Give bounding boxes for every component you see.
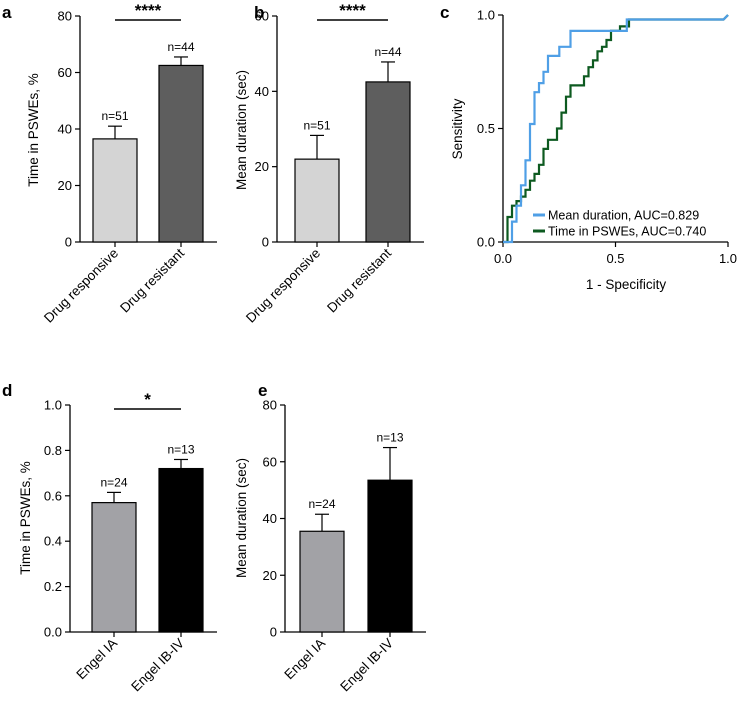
panel-letter-c: c bbox=[440, 3, 449, 22]
panel-e-n-label: n=13 bbox=[376, 431, 403, 445]
panel-b: b Mean duration (sec) 0 20 40 60 n=51 Drug re… bbox=[234, 1, 424, 326]
panel-a-significance: **** bbox=[135, 1, 162, 20]
panel-b-ytick-label: 40 bbox=[255, 84, 269, 99]
panel-c-ylabel: Sensitivity bbox=[450, 98, 465, 159]
panel-a: a Time in PSWEs, % 0 20 40 60 80 n=51 Drug res… bbox=[2, 1, 217, 326]
panel-b-n-label: n=44 bbox=[374, 45, 401, 59]
panel-d-ytick-label: 0.2 bbox=[44, 579, 62, 594]
panel-b-category-label: Drug responsive bbox=[243, 246, 323, 326]
panel-e-ytick-label: 60 bbox=[263, 454, 277, 469]
panel-b-significance: **** bbox=[339, 1, 366, 20]
roc-curve-mean-duration bbox=[503, 14, 729, 244]
panel-a-bar bbox=[158, 64, 204, 243]
panel-a-category-label: Drug resistant bbox=[117, 245, 187, 315]
panel-d-n-label: n=13 bbox=[167, 442, 194, 456]
panel-a-ytick-label: 60 bbox=[58, 65, 72, 80]
panel-letter-d: d bbox=[2, 381, 12, 400]
panel-d-bar bbox=[158, 467, 204, 633]
panel-c-xtick-label: 0.0 bbox=[494, 251, 512, 266]
panel-e-category-label: Engel IA bbox=[281, 636, 328, 683]
panel-a-category-label: Drug responsive bbox=[41, 246, 121, 326]
panel-e-category-label: Engel IB-IV bbox=[337, 636, 396, 695]
panel-a-ylabel: Time in PSWEs, % bbox=[26, 73, 41, 187]
panel-letter-b: b bbox=[254, 3, 264, 22]
panel-d-ytick-label: 0.0 bbox=[44, 625, 62, 640]
panel-c-ytick-label: 0.0 bbox=[477, 235, 495, 250]
panel-b-ytick-label: 60 bbox=[255, 9, 269, 24]
panel-b-ylabel: Mean duration (sec) bbox=[234, 70, 249, 190]
panel-c-ytick-label: 0.5 bbox=[477, 121, 495, 136]
panel-d-ytick-label: 0.4 bbox=[44, 534, 62, 549]
panel-d-n-label: n=24 bbox=[100, 475, 127, 489]
panel-e-ytick-label: 20 bbox=[263, 568, 277, 583]
legend-label: Time in PSWEs, AUC=0.740 bbox=[548, 225, 706, 239]
panel-c-xtick-label: 1.0 bbox=[719, 251, 737, 266]
panel-c: c Sensitivity 1 - Specificity 0.0 0.5 1.0 0… bbox=[440, 3, 737, 292]
panel-b-ytick-label: 0 bbox=[262, 235, 269, 250]
panel-d-ytick-label: 1.0 bbox=[44, 398, 62, 413]
panel-a-ytick-label: 40 bbox=[58, 122, 72, 137]
panel-d-category-label: Engel IA bbox=[73, 636, 120, 683]
panel-b-n-label: n=51 bbox=[303, 118, 330, 132]
panel-c-xlabel: 1 - Specificity bbox=[586, 277, 667, 292]
panel-d-ylabel: Time in PSWEs, % bbox=[18, 461, 33, 575]
panel-letter-e: e bbox=[258, 381, 267, 400]
panel-b-bar bbox=[294, 158, 340, 243]
panel-e-bar bbox=[367, 479, 413, 633]
panel-c-ytick-label: 1.0 bbox=[477, 8, 495, 23]
panel-d-ytick-label: 0.8 bbox=[44, 443, 62, 458]
panel-a-bar bbox=[92, 138, 138, 243]
panel-b-category-label: Drug resistant bbox=[324, 245, 394, 315]
panel-letter-a: a bbox=[2, 3, 12, 22]
panel-b-bar bbox=[365, 81, 411, 243]
panel-d: d Time in PSWEs, % 0.0 0.2 0.4 0.6 0.8 1.0 n=2… bbox=[2, 381, 217, 694]
panel-e: e Mean duration (sec) 0 20 40 60 80 n=24 Engel… bbox=[234, 381, 426, 694]
panel-d-ytick-label: 0.6 bbox=[44, 488, 62, 503]
panel-a-ytick-label: 80 bbox=[58, 9, 72, 24]
panel-a-n-label: n=44 bbox=[167, 40, 194, 54]
panel-d-significance: * bbox=[144, 390, 151, 409]
panel-e-ytick-label: 0 bbox=[270, 625, 277, 640]
panel-e-ylabel: Mean duration (sec) bbox=[234, 458, 249, 578]
legend-label: Mean duration, AUC=0.829 bbox=[548, 209, 699, 223]
panel-e-ytick-label: 80 bbox=[263, 398, 277, 413]
panel-a-ytick-label: 0 bbox=[65, 235, 72, 250]
panel-e-ytick-label: 40 bbox=[263, 511, 277, 526]
panel-b-ytick-label: 20 bbox=[255, 159, 269, 174]
panel-c-xtick-label: 0.5 bbox=[606, 251, 624, 266]
panel-d-category-label: Engel IB-IV bbox=[128, 636, 187, 695]
panel-e-n-label: n=24 bbox=[308, 497, 335, 511]
panel-e-bar bbox=[299, 530, 345, 633]
panel-a-ytick-label: 20 bbox=[58, 178, 72, 193]
panel-d-bar bbox=[91, 502, 137, 633]
panel-a-n-label: n=51 bbox=[101, 109, 128, 123]
